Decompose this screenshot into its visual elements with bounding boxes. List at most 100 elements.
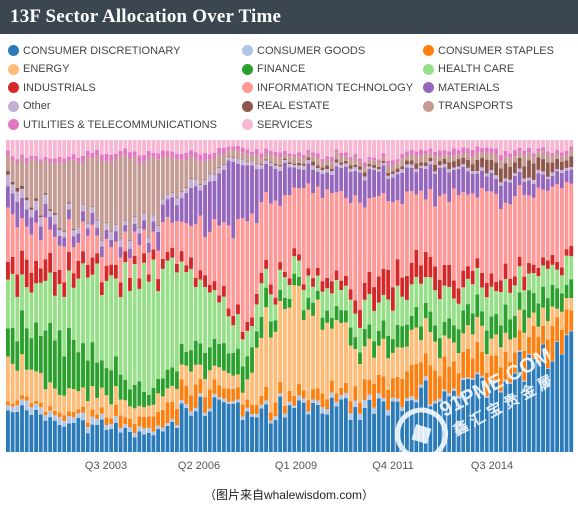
bar-segment[interactable] (292, 140, 297, 155)
bar-segment[interactable] (292, 163, 297, 166)
bar-segment[interactable] (174, 425, 179, 428)
bar-segment[interactable] (170, 385, 175, 402)
bar-segment[interactable] (268, 150, 273, 154)
bar-segment[interactable] (240, 331, 245, 340)
bar-segment[interactable] (95, 155, 100, 220)
bar-segment[interactable] (85, 422, 90, 428)
bar-segment[interactable] (71, 229, 76, 231)
bar-segment[interactable] (207, 370, 212, 390)
bar-segment[interactable] (559, 311, 564, 330)
bar-segment[interactable] (15, 341, 20, 371)
bar-segment[interactable] (160, 150, 165, 157)
bar-segment[interactable] (231, 325, 236, 353)
bar-segment[interactable] (57, 245, 62, 270)
bar-segment[interactable] (386, 175, 391, 179)
bar-segment[interactable] (132, 384, 137, 409)
bar-segment[interactable] (170, 222, 175, 248)
bar-segment[interactable] (165, 140, 170, 151)
bar-segment[interactable] (386, 358, 391, 390)
bar-segment[interactable] (165, 388, 170, 403)
bar-segment[interactable] (489, 159, 494, 171)
bar-segment[interactable] (409, 160, 414, 165)
bar-segment[interactable] (348, 299, 353, 328)
bar-segment[interactable] (555, 153, 560, 159)
bar-segment[interactable] (137, 381, 142, 406)
bar-segment[interactable] (10, 181, 15, 185)
bar-segment[interactable] (278, 381, 283, 394)
bar-segment[interactable] (76, 227, 81, 234)
bar-segment[interactable] (156, 225, 161, 226)
bar-segment[interactable] (90, 257, 95, 275)
bar-segment[interactable] (207, 159, 212, 174)
bar-segment[interactable] (320, 317, 325, 330)
bar-segment[interactable] (95, 140, 100, 150)
bar-segment[interactable] (461, 192, 466, 271)
bar-segment[interactable] (179, 403, 184, 452)
bar-segment[interactable] (231, 140, 236, 147)
bar-segment[interactable] (475, 171, 480, 174)
bar-segment[interactable] (81, 263, 85, 344)
bar-segment[interactable] (353, 195, 358, 301)
bar-segment[interactable] (250, 347, 254, 373)
bar-segment[interactable] (226, 308, 231, 317)
bar-segment[interactable] (475, 152, 480, 160)
bar-segment[interactable] (282, 162, 287, 196)
bar-segment[interactable] (170, 418, 175, 422)
bar-segment[interactable] (536, 169, 541, 174)
bar-segment[interactable] (484, 147, 489, 153)
bar-segment[interactable] (334, 393, 339, 403)
bar-segment[interactable] (414, 168, 419, 173)
bar-segment[interactable] (81, 211, 85, 222)
bar-segment[interactable] (461, 164, 466, 167)
bar-segment[interactable] (550, 176, 555, 187)
bar-segment[interactable] (423, 162, 428, 166)
bar-segment[interactable] (231, 149, 236, 158)
bar-segment[interactable] (498, 392, 503, 452)
bar-segment[interactable] (259, 140, 264, 154)
bar-segment[interactable] (329, 161, 334, 169)
bar-segment[interactable] (160, 199, 165, 205)
bar-segment[interactable] (24, 410, 29, 452)
bar-segment[interactable] (76, 413, 81, 418)
bar-segment[interactable] (433, 164, 438, 172)
bar-segment[interactable] (207, 284, 212, 293)
bar-segment[interactable] (15, 227, 20, 275)
bar-segment[interactable] (386, 178, 391, 202)
bar-segment[interactable] (245, 140, 250, 150)
bar-segment[interactable] (301, 390, 306, 399)
bar-segment[interactable] (531, 197, 536, 265)
bar-segment[interactable] (99, 295, 104, 361)
bar-segment[interactable] (372, 160, 376, 166)
bar-segment[interactable] (437, 401, 442, 452)
bar-segment[interactable] (57, 417, 62, 425)
bar-segment[interactable] (512, 337, 517, 353)
bar-segment[interactable] (343, 156, 348, 161)
bar-segment[interactable] (343, 152, 348, 157)
bar-segment[interactable] (489, 338, 494, 356)
bar-segment[interactable] (156, 378, 161, 394)
bar-segment[interactable] (517, 168, 522, 172)
bar-segment[interactable] (297, 277, 301, 286)
bar-segment[interactable] (405, 160, 409, 165)
bar-segment[interactable] (203, 179, 208, 181)
bar-segment[interactable] (461, 166, 466, 193)
bar-segment[interactable] (38, 402, 43, 408)
bar-segment[interactable] (461, 147, 466, 154)
bar-segment[interactable] (81, 155, 85, 163)
bar-segment[interactable] (20, 399, 24, 406)
bar-segment[interactable] (320, 197, 325, 282)
bar-segment[interactable] (264, 400, 269, 405)
bar-segment[interactable] (428, 148, 433, 153)
bar-segment[interactable] (259, 202, 264, 273)
bar-segment[interactable] (451, 298, 456, 326)
bar-segment[interactable] (212, 180, 217, 220)
bar-segment[interactable] (315, 165, 320, 169)
bar-segment[interactable] (236, 314, 240, 349)
bar-segment[interactable] (24, 287, 29, 329)
bar-segment[interactable] (320, 407, 325, 414)
bar-segment[interactable] (559, 353, 564, 355)
bar-segment[interactable] (287, 298, 292, 308)
bar-segment[interactable] (470, 140, 475, 150)
bar-segment[interactable] (536, 140, 541, 149)
bar-segment[interactable] (451, 167, 456, 170)
